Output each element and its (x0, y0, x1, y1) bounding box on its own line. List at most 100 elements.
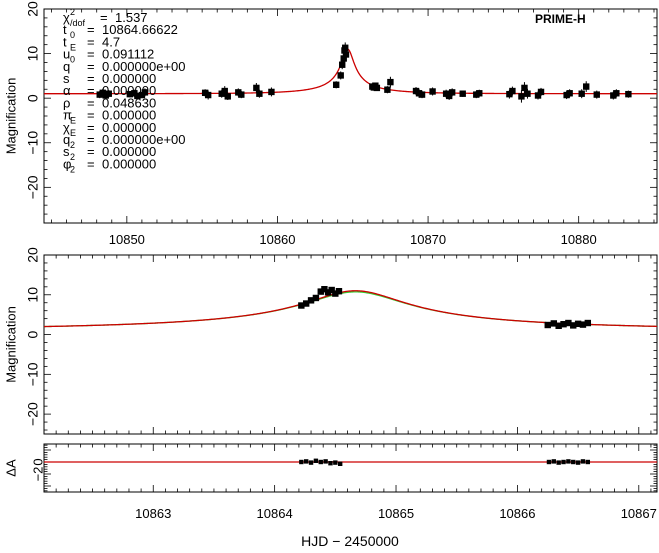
data-point (312, 294, 320, 302)
data-point (578, 90, 585, 97)
data-point (308, 460, 314, 465)
y-tick-label: 0 (30, 458, 45, 465)
data-point (575, 460, 581, 465)
data-point (418, 91, 426, 98)
x-axis-label: HJD − 2450000 (301, 533, 399, 549)
data-point (537, 88, 545, 96)
param-symbol: π (63, 108, 72, 123)
fit-parameter-row: χ E = 0.000000 (63, 120, 156, 138)
data-point (323, 459, 328, 464)
data-point (555, 322, 562, 330)
data-point (561, 459, 566, 465)
data-point (521, 84, 528, 92)
plot-area (44, 458, 657, 466)
data-point (339, 61, 346, 68)
panel-frame (43, 254, 658, 435)
param-equals: = (87, 59, 95, 74)
param-value: 0.048630 (102, 95, 156, 110)
param-equals: = (87, 144, 95, 159)
data-point (256, 90, 263, 97)
data-point (551, 459, 557, 464)
data-point (332, 290, 339, 297)
y-tick-label: 0 (25, 330, 41, 338)
data-point (221, 87, 228, 95)
data-point (556, 460, 561, 465)
param-symbol: t (63, 22, 67, 37)
data-point (625, 90, 632, 98)
plot-area (44, 286, 657, 330)
data-point (580, 459, 586, 464)
data-point (318, 459, 323, 465)
data-point (509, 87, 516, 95)
param-value: 0.000000e+00 (102, 132, 186, 147)
panel-frame (43, 443, 658, 493)
param-equals: = (87, 47, 95, 62)
param-equals: = (87, 22, 95, 37)
data-point (298, 302, 305, 309)
data-point (384, 86, 391, 93)
data-point (324, 289, 332, 296)
param-equals: = (100, 10, 108, 25)
data-point (518, 93, 525, 100)
data-point (333, 460, 338, 465)
param-symbol: s (63, 144, 70, 159)
param-value: 1.537 (115, 10, 148, 25)
fit-parameter-row: q 2 = 0.000000e+00 (63, 132, 186, 150)
y-axis-label: ΔA (3, 459, 18, 477)
data-point (546, 459, 552, 465)
param-subscript: 0 (70, 55, 75, 65)
fit-parameter-row: s 2 = 0.000000 (63, 144, 156, 162)
data-point (593, 91, 600, 98)
param-symbol: ρ (63, 95, 70, 110)
data-point (448, 89, 456, 96)
data-point (342, 51, 350, 58)
param-superscript: 2 (70, 7, 75, 17)
param-equals: = (87, 71, 95, 86)
plot-area (44, 42, 657, 103)
param-symbol: φ (63, 156, 71, 171)
data-point (387, 78, 394, 86)
fit-parameter-row: πE = 0.000000 (63, 108, 156, 126)
param-symbol: u (63, 47, 70, 62)
data-point (105, 90, 112, 97)
param-subscript: E (70, 116, 76, 126)
fit-parameter-row: u 0 = 0.091112 (63, 47, 154, 65)
param-equals: = (87, 83, 95, 98)
data-point (476, 90, 483, 97)
y-tick-label: −10 (25, 362, 41, 386)
data-point (566, 90, 573, 97)
y-tick-label: −20 (25, 175, 41, 199)
param-subscript: E (70, 42, 76, 52)
data-point (566, 459, 571, 464)
param-equals: = (87, 108, 95, 123)
x-tick-label: 10870 (410, 232, 446, 247)
data-point (373, 84, 381, 92)
data-point (342, 44, 349, 51)
param-equals: = (87, 132, 95, 147)
fit-parameter-row: s = 0.000000 (63, 71, 156, 86)
param-value: 0.000000 (102, 83, 156, 98)
y-tick-label: 10 (25, 46, 41, 62)
param-value: 10864.66622 (102, 22, 178, 37)
y-tick-label: 20 (25, 1, 41, 17)
param-subscript: /dof (70, 18, 86, 28)
data-point (583, 83, 590, 90)
x-tick-label: 10867 (621, 506, 657, 521)
y-tick-label: −2 (30, 467, 45, 482)
data-point (321, 286, 328, 293)
param-equals: = (87, 34, 95, 49)
data-point (570, 322, 577, 329)
data-point (328, 461, 333, 466)
data-point (429, 88, 436, 95)
data-point (313, 458, 319, 463)
param-value: 0.000000 (102, 156, 156, 171)
data-point (574, 320, 582, 328)
data-point (328, 286, 335, 294)
x-tick-label: 10866 (499, 506, 535, 521)
param-subscript: E (70, 128, 76, 138)
param-symbol: χ (63, 120, 70, 135)
param-equals: = (87, 156, 95, 171)
